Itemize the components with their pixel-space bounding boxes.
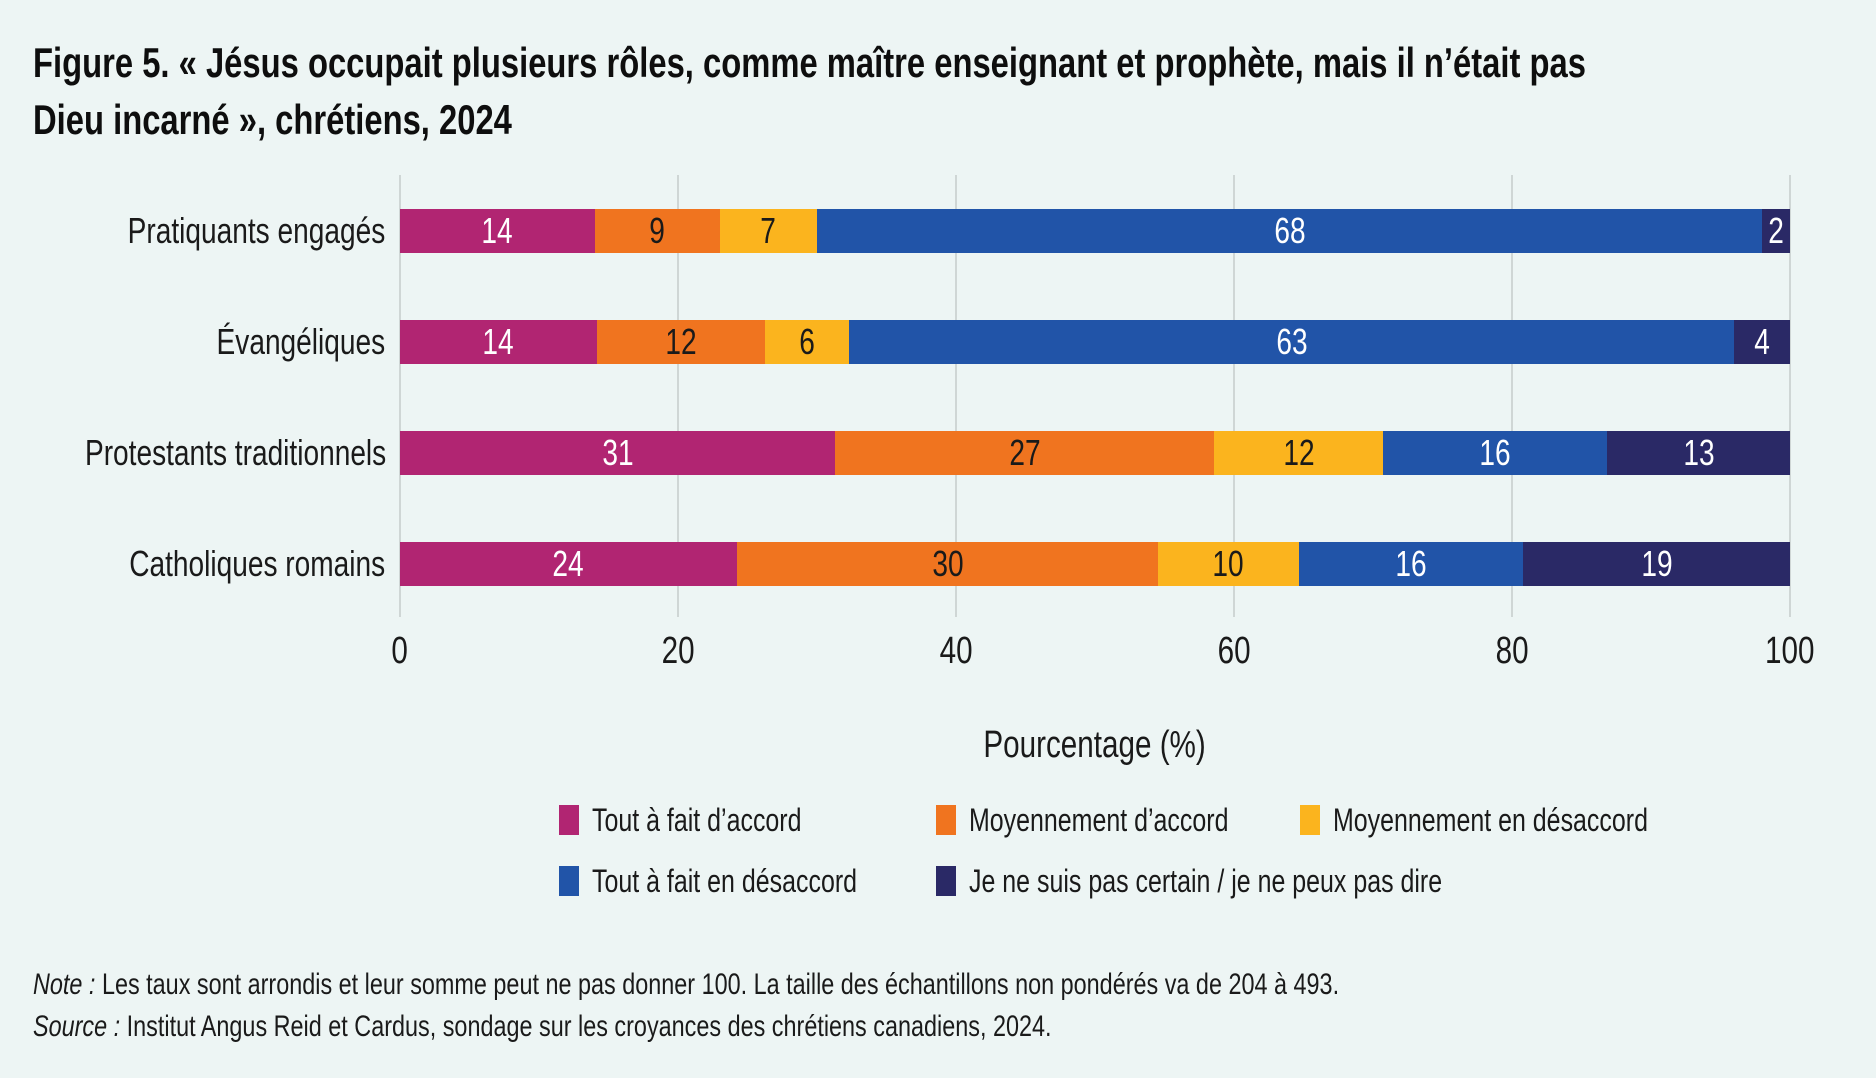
note-text: Les taux sont arrondis et leur somme peu… [95, 968, 1340, 1001]
legend-swatch [936, 866, 956, 896]
bar-value-label: 14 [481, 210, 513, 251]
bar-value-label: 63 [1275, 321, 1308, 362]
bar-segment: 16 [1382, 431, 1608, 475]
x-tick-60: 60 [1164, 630, 1304, 673]
category-label-text: Protestants traditionnels [84, 432, 387, 473]
x-tick-100: 100 [1720, 630, 1860, 673]
legend-item: Tout à fait en désaccord [559, 861, 932, 901]
bar-segment: 19 [1523, 542, 1790, 586]
legend-item: Je ne suis pas certain / je ne peux pas … [936, 861, 1576, 901]
bar-segment: 4 [1733, 320, 1790, 364]
bar-value-label: 19 [1640, 543, 1673, 584]
category-label-text: Évangéliques [216, 321, 385, 362]
legend-label: Moyennement d’accord [969, 801, 1229, 838]
figure-title-line-2: Dieu incarné », chrétiens, 2024 [33, 96, 512, 143]
category-label: Protestants traditionnels [0, 431, 387, 475]
bar-segment: 30 [736, 542, 1159, 586]
x-tick-0: 0 [330, 630, 470, 673]
bar-segment: 2 [1762, 209, 1790, 253]
bar-value-label: 30 [931, 543, 964, 584]
legend-label: Moyennement en désaccord [1333, 801, 1648, 838]
legend-swatch [1300, 805, 1320, 835]
legend-label: Je ne suis pas certain / je ne peux pas … [969, 862, 1443, 899]
bar-segment: 14 [400, 320, 597, 364]
bar-segment: 12 [1214, 431, 1383, 475]
bar-value-label: 2 [1768, 210, 1784, 251]
bar-segment: 68 [817, 209, 1763, 253]
category-label: Évangéliques [0, 320, 385, 364]
bar-segment: 9 [594, 209, 720, 253]
source-text: Institut Angus Reid et Cardus, sondage s… [120, 1010, 1052, 1043]
legend-item: Tout à fait d’accord [559, 800, 861, 840]
bar-segment: 6 [765, 320, 850, 364]
bar-value-label: 12 [665, 321, 697, 362]
legend-item: Moyennement en désaccord [1300, 800, 1737, 840]
x-tick-20: 20 [608, 630, 748, 673]
category-label: Catholiques romains [0, 542, 385, 586]
figure-title: Figure 5. « Jésus occupait plusieurs rôl… [33, 34, 1876, 148]
x-axis-title-text: Pourcentage (%) [983, 724, 1207, 766]
legend-swatch [559, 805, 579, 835]
gridline-100 [1789, 175, 1791, 617]
bar-segment: 12 [596, 320, 766, 364]
category-label-text: Catholiques romains [129, 543, 385, 584]
x-tick-40: 40 [886, 630, 1026, 673]
category-label-text: Pratiquants engagés [127, 210, 385, 251]
bar-value-label: 27 [1009, 432, 1041, 473]
x-tick-80: 80 [1442, 630, 1582, 673]
bar-segment: 14 [400, 209, 595, 253]
bar-segment: 63 [849, 320, 1734, 364]
gridline-20 [677, 175, 679, 617]
bar-segment: 13 [1607, 431, 1790, 475]
legend-swatch [936, 805, 956, 835]
bar-segment: 16 [1298, 542, 1524, 586]
legend-label: Tout à fait en désaccord [592, 862, 858, 899]
bar-value-label: 68 [1273, 210, 1306, 251]
bar-value-label: 13 [1683, 432, 1715, 473]
bar-segment: 24 [400, 542, 737, 586]
x-axis-title: Pourcentage (%) [400, 724, 1790, 767]
category-label: Pratiquants engagés [0, 209, 385, 253]
bar-value-label: 10 [1212, 543, 1244, 584]
bar-value-label: 7 [760, 210, 777, 251]
bar-value-label: 4 [1754, 321, 1770, 362]
x-tick-label: 20 [661, 630, 695, 672]
x-tick-label: 60 [1217, 630, 1251, 672]
legend-swatch [559, 866, 579, 896]
bar-value-label: 9 [649, 210, 665, 251]
x-tick-label: 0 [391, 630, 409, 672]
x-tick-label: 80 [1495, 630, 1529, 672]
note-prefix: Note : [33, 968, 96, 1001]
bar-value-label: 24 [552, 543, 585, 584]
bar-segment: 31 [400, 431, 836, 475]
bar-value-label: 16 [1395, 543, 1427, 584]
legend-label: Tout à fait d’accord [592, 801, 802, 838]
legend-item: Moyennement d’accord [936, 800, 1302, 840]
bar-value-label: 14 [482, 321, 514, 362]
source-prefix: Source : [33, 1010, 121, 1043]
note-line: Note : Les taux sont arrondis et leur so… [33, 966, 1707, 1004]
gridline-40 [955, 175, 957, 617]
bar-segment: 7 [719, 209, 817, 253]
x-tick-label: 100 [1765, 630, 1815, 672]
x-tick-label: 40 [939, 630, 973, 672]
gridline-0 [399, 175, 401, 617]
source-line: Source : Institut Angus Reid et Cardus, … [33, 1008, 1339, 1046]
bar-value-label: 6 [799, 321, 815, 362]
bar-value-label: 16 [1479, 432, 1511, 473]
bar-segment: 10 [1158, 542, 1299, 586]
gridline-80 [1511, 175, 1513, 617]
bar-segment: 27 [835, 431, 1215, 475]
gridline-60 [1233, 175, 1235, 617]
figure-title-line-1: Figure 5. « Jésus occupait plusieurs rôl… [33, 39, 1586, 86]
bar-value-label: 31 [601, 432, 634, 473]
bar-value-label: 12 [1282, 432, 1315, 473]
